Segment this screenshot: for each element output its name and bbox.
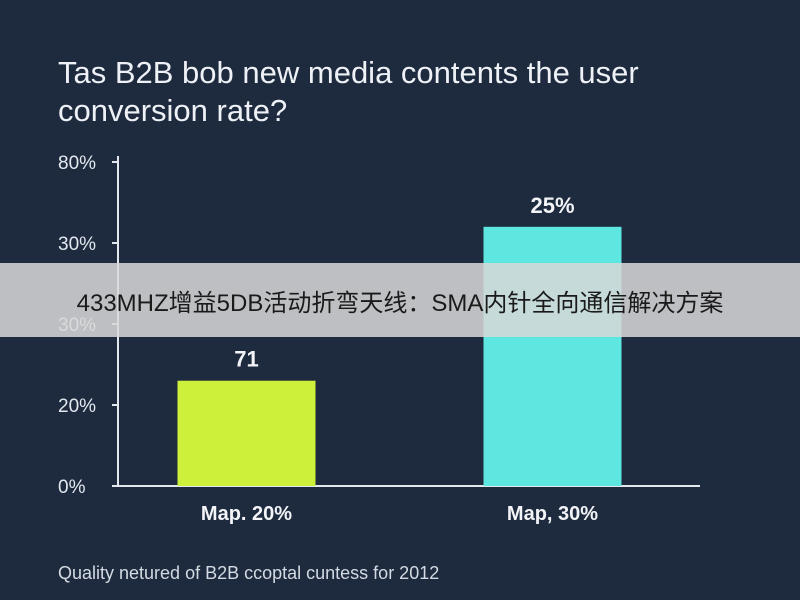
bar-value-label: 71 <box>234 347 258 372</box>
bar <box>177 380 316 486</box>
chart-title: Tas B2B bob new media contents the user … <box>58 55 639 128</box>
y-tick-label: 80% <box>58 153 96 174</box>
chart-caption: Quality netured of B2B ccoptal cuntess f… <box>58 563 440 583</box>
bar-value-label: 25% <box>530 193 574 218</box>
y-tick-label: 0% <box>58 477 86 498</box>
x-category-label: Map, 30% <box>507 503 598 525</box>
y-tick-label: 20% <box>58 396 96 417</box>
x-category-label: Map. 20% <box>201 503 292 525</box>
overlay-banner: 433MHZ增益5DB活动折弯天线：SMA内针全向通信解决方案 <box>0 263 800 337</box>
y-tick-label: 30% <box>58 234 96 255</box>
bar-labels: 71 Map. 20% 25% Map, 30% <box>201 193 598 525</box>
